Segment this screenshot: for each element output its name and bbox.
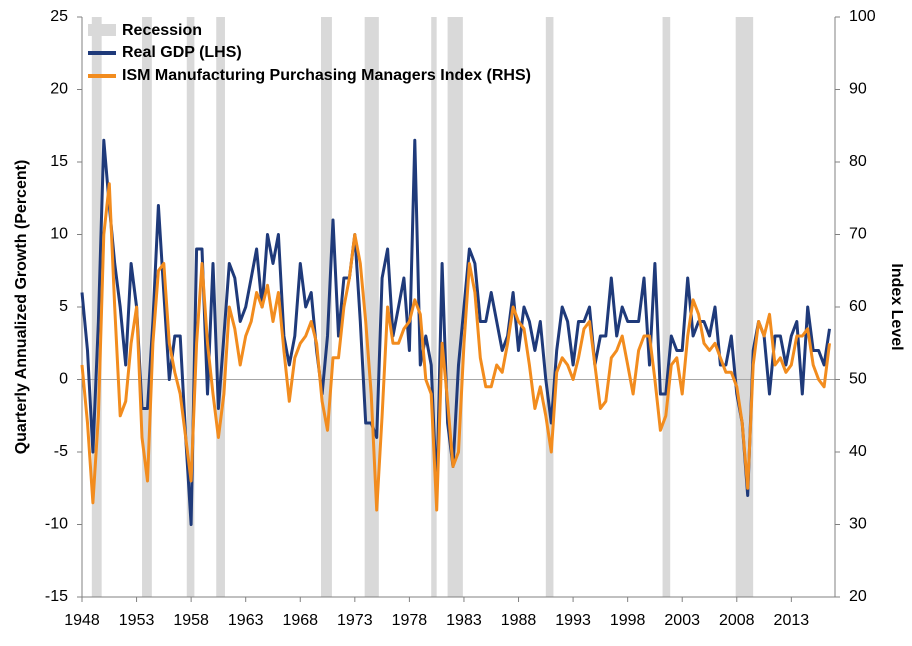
x-tick-label: 1948 [64, 612, 100, 629]
y-tick-label: -10 [45, 516, 68, 533]
legend-swatch [88, 24, 116, 36]
x-tick-label: 1983 [446, 612, 482, 629]
x-tick-label: 2008 [719, 612, 755, 629]
y-tick-label: 25 [50, 8, 68, 25]
y2-tick-label: 40 [849, 443, 867, 460]
x-tick-label: 2013 [774, 612, 810, 629]
y2-tick-label: 80 [849, 153, 867, 170]
y2-tick-label: 100 [849, 8, 876, 25]
y-tick-label: 0 [59, 371, 68, 388]
y-tick-label: -15 [45, 588, 68, 605]
y-tick-label: 5 [59, 298, 68, 315]
y2-tick-label: 20 [849, 588, 867, 605]
y2-tick-label: 90 [849, 81, 867, 98]
x-tick-label: 1953 [119, 612, 155, 629]
legend-label: Recession [122, 22, 202, 39]
recession-band [545, 17, 554, 597]
series-line [80, 138, 831, 526]
y2-axis-title: Index Level [888, 263, 905, 350]
y-tick-label: -5 [54, 443, 68, 460]
y2-tick-label: 60 [849, 298, 867, 315]
series-line [80, 182, 831, 512]
x-tick-label: 1958 [173, 612, 209, 629]
recession-band [431, 17, 437, 597]
x-tick-label: 1993 [555, 612, 591, 629]
x-tick-label: 1973 [337, 612, 373, 629]
recession-band [186, 17, 195, 597]
y2-tick-label: 70 [849, 226, 867, 243]
y-axis-title: Quarterly Annualized Growth (Percent) [13, 160, 30, 455]
legend-label: ISM Manufacturing Purchasing Managers In… [122, 67, 531, 84]
recession-band [320, 17, 332, 597]
x-tick-label: 1988 [501, 612, 537, 629]
recession-band [662, 17, 671, 597]
recession-band [216, 17, 225, 597]
x-tick-label: 2003 [664, 612, 700, 629]
y-tick-label: 20 [50, 81, 68, 98]
recession-band [447, 17, 463, 597]
x-tick-label: 1963 [228, 612, 264, 629]
x-tick-label: 1998 [610, 612, 646, 629]
y2-tick-label: 50 [849, 371, 867, 388]
recession-band [91, 17, 102, 597]
x-tick-label: 1978 [392, 612, 428, 629]
y-tick-label: 15 [50, 153, 68, 170]
y-tick-label: 10 [50, 226, 68, 243]
x-tick-label: 1968 [282, 612, 318, 629]
recession-band [735, 17, 754, 597]
y2-tick-label: 30 [849, 516, 867, 533]
legend-label: Real GDP (LHS) [122, 44, 242, 61]
recession-band [142, 17, 152, 597]
